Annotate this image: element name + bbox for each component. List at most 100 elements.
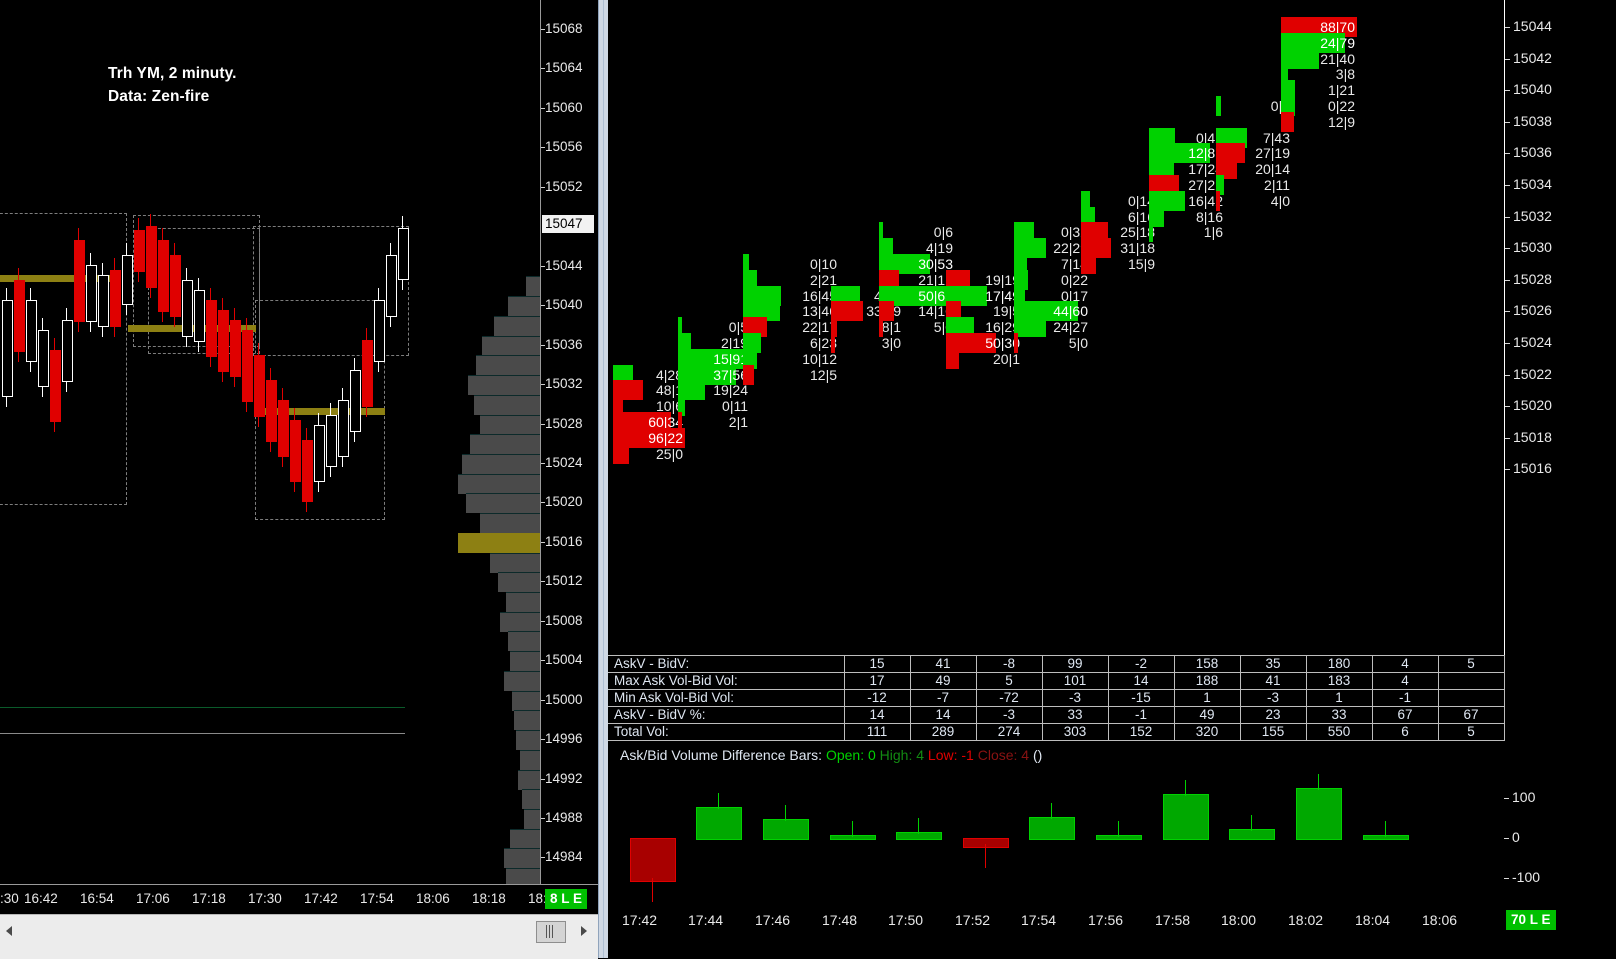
scroll-left-arrow-icon[interactable] <box>6 923 22 939</box>
footprint-cell[interactable]: 8|1 <box>831 317 905 338</box>
footprint-chart[interactable]: 4|28 48|1 10|6 60|34 96|22 25|0 0|5 2|19 15|91 37… <box>608 0 1504 655</box>
histogram-bar[interactable] <box>696 806 742 840</box>
footprint-cell[interactable]: 27|19 <box>1216 143 1294 164</box>
footprint-cell[interactable]: 15|91 <box>678 348 752 369</box>
table-cell: -1 <box>1107 706 1175 724</box>
footprint-pane[interactable]: 4|28 48|1 10|6 60|34 96|22 25|0 0|5 2|19 15|91 37… <box>608 0 1616 958</box>
footprint-cell[interactable]: 50|30 <box>946 333 1024 353</box>
scrollbar-thumb[interactable] <box>536 921 566 943</box>
footprint-cell[interactable]: 7|43 <box>1216 127 1294 148</box>
footprint-cell[interactable]: 25|18 <box>1081 222 1159 243</box>
footprint-cell[interactable]: 50|65 <box>879 285 957 306</box>
left-time-axis[interactable]: :30 16:42 16:54 17:06 17:18 17:30 17:42 17:54 18… <box>0 884 598 915</box>
histogram-bar[interactable] <box>1229 828 1275 840</box>
footprint-cell[interactable]: 96|22 <box>613 427 687 448</box>
footprint-cell[interactable]: 3|0 <box>831 333 905 353</box>
histogram-bar[interactable] <box>1296 787 1342 840</box>
footprint-cell[interactable]: 15|9 <box>1081 254 1159 274</box>
footprint-cell[interactable]: 21|12 <box>879 269 957 290</box>
scroll-right-arrow-icon[interactable] <box>576 923 592 939</box>
volume-difference-histogram[interactable] <box>608 765 1505 909</box>
footprint-cell[interactable]: 44|60 <box>1014 301 1092 322</box>
footprint-cell[interactable]: 0|10 <box>743 254 841 274</box>
footprint-cell[interactable]: 31|18 <box>1081 238 1159 259</box>
footprint-cell[interactable]: 4|28 <box>613 364 687 385</box>
footprint-cell[interactable]: 24|79 <box>1281 32 1359 53</box>
footprint-cell[interactable]: 16|45 <box>743 285 841 306</box>
footprint-value: 50|30 <box>985 335 1020 351</box>
footprint-cell[interactable]: 19|19 <box>946 269 1024 290</box>
footprint-bar <box>743 285 781 306</box>
footprint-cell[interactable]: 21|40 <box>1281 48 1359 69</box>
footprint-cell[interactable]: 4|0 <box>1216 190 1294 211</box>
footprint-cell[interactable]: 0|14 <box>1081 190 1159 211</box>
footprint-cell[interactable]: 2|1 <box>678 412 752 432</box>
footprint-value: 19|5 <box>993 303 1020 320</box>
footprint-cell[interactable]: 60|34 <box>613 412 687 432</box>
footprint-cell[interactable]: 4|19 <box>879 238 957 259</box>
histogram-value-axis[interactable]: 100 0 -100 <box>1504 765 1616 908</box>
histogram-bar[interactable] <box>1363 835 1409 840</box>
footprint-cell[interactable]: 12|5 <box>743 364 841 385</box>
footprint-cell[interactable]: 16|29 <box>946 317 1024 338</box>
table-cell: 111 <box>843 723 911 741</box>
histogram-bar[interactable] <box>1029 817 1075 840</box>
histogram-wick <box>1185 779 1186 796</box>
footprint-cell[interactable]: 0|17 <box>1014 285 1092 306</box>
histogram-bar[interactable] <box>963 838 1009 849</box>
histogram-bar[interactable] <box>1163 793 1209 840</box>
footprint-cell[interactable]: 6|23 <box>743 333 841 353</box>
footprint-cell[interactable]: 12|87 <box>1149 143 1227 164</box>
footprint-cell[interactable]: 5|0 <box>1014 333 1092 353</box>
histogram-bar[interactable] <box>896 832 942 840</box>
footprint-cell[interactable]: 1|21 <box>1281 80 1359 101</box>
footprint-cell[interactable]: 20|1 <box>946 348 1024 369</box>
right-status-badge[interactable]: 70 L E <box>1506 910 1556 930</box>
histogram-bar[interactable] <box>1096 835 1142 840</box>
candle-body <box>14 280 25 352</box>
footprint-cell[interactable]: 10|6 <box>613 396 687 417</box>
footprint-cell[interactable]: 13|46 <box>743 301 841 322</box>
footprint-cell[interactable]: 48|1 <box>613 380 687 401</box>
left-chart-pane[interactable]: Trh YM, 2 minuty. Data: Zen-fire 15068 15… <box>0 0 599 959</box>
footprint-cell[interactable]: 3|8 <box>1281 64 1359 85</box>
footprint-cell[interactable]: 19|5 <box>946 301 1024 322</box>
footprint-cell[interactable]: 25|0 <box>613 443 687 464</box>
footprint-cell[interactable]: 14|10 <box>879 301 957 322</box>
footprint-cell[interactable]: 0|22 <box>1014 269 1092 290</box>
footprint-cell[interactable]: 24|27 <box>1014 317 1092 338</box>
footprint-cell[interactable]: 17|49 <box>946 285 1024 306</box>
footprint-cell[interactable]: 37|56 <box>678 364 752 385</box>
footprint-value: 15|9 <box>1128 256 1155 272</box>
histogram-bar[interactable] <box>763 819 809 840</box>
footprint-cell[interactable]: 22|17 <box>743 317 841 338</box>
left-price-axis[interactable]: 15068 15064 15060 15056 15052 15044 15040 15036… <box>540 0 599 943</box>
footprint-cell[interactable]: 17|24 <box>1149 159 1227 180</box>
footprint-cell[interactable]: 12|9 <box>1281 111 1359 132</box>
footprint-cell[interactable]: 22|29 <box>1014 238 1092 259</box>
footprint-cell[interactable]: 30|53 <box>879 254 957 274</box>
footprint-value: 25|0 <box>656 445 683 462</box>
left-status-badge[interactable]: 8 L E <box>545 889 588 909</box>
footprint-cell[interactable]: 19|24 <box>678 380 752 401</box>
histogram-bar[interactable] <box>830 835 876 840</box>
footprint-cell[interactable]: 2|11 <box>1216 175 1294 195</box>
footprint-cell[interactable]: 20|14 <box>1216 159 1294 180</box>
footprint-cell[interactable]: 8|16 <box>1149 206 1227 227</box>
footprint-cell[interactable]: 16|42 <box>1149 190 1227 211</box>
right-price-axis[interactable]: 15044 15042 15040 15038 15036 15034 15032 15030… <box>1504 0 1616 655</box>
footprint-cell[interactable]: 88|70 <box>1281 17 1359 37</box>
footprint-cell[interactable]: 0|6 <box>879 222 957 243</box>
histogram-bar[interactable] <box>630 838 676 882</box>
left-price-chart[interactable]: Trh YM, 2 minuty. Data: Zen-fire <box>0 0 540 884</box>
footprint-cell[interactable]: 2|19 <box>678 333 752 353</box>
footprint-cell[interactable]: 2|21 <box>743 269 841 290</box>
footprint-cell[interactable]: 0|11 <box>678 396 752 417</box>
footprint-cell[interactable]: 0|22 <box>1281 96 1359 116</box>
footprint-cell[interactable]: 27|22 <box>1149 175 1227 195</box>
footprint-cell[interactable]: 1|6 <box>1149 222 1227 243</box>
footprint-cell[interactable]: 10|12 <box>743 348 841 369</box>
footprint-cell[interactable]: 6|16 <box>1081 206 1159 227</box>
horizontal-scrollbar[interactable] <box>0 914 598 959</box>
right-time-axis[interactable]: 17:42 17:44 17:46 17:48 17:50 17:52 17:54 17:56… <box>608 908 1616 958</box>
